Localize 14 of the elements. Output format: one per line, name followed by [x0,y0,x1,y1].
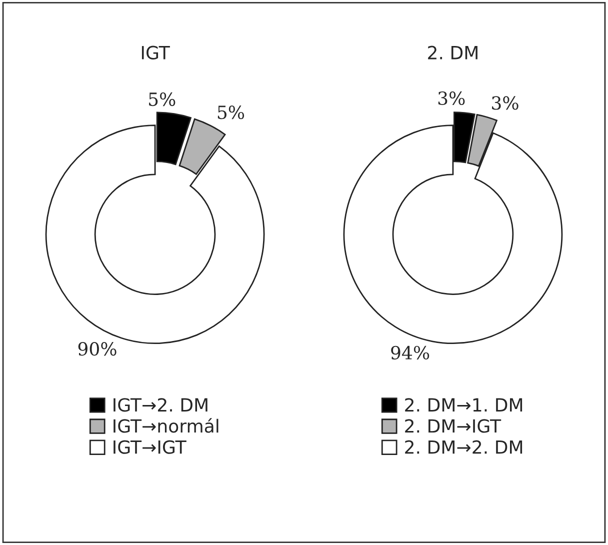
legend-label: 2. DM→1. DM [405,398,522,412]
legend-label: IGT→normál [114,418,218,433]
legend-label: 2. DM→IGT [405,419,502,433]
data-label: 5% [149,92,176,106]
legend-label: IGT→2. DM [114,398,208,412]
data-label: 94% [391,346,430,360]
chart-title: 2. DM [428,46,478,60]
data-label: 3% [438,91,465,106]
data-label: 3% [492,96,518,110]
legend-label: IGT→IGT [114,440,186,454]
legend-label: 2. DM→2. DM [405,440,522,454]
data-label: 90% [78,342,116,356]
data-label: 5% [218,106,244,120]
chart-title: IGT [142,46,170,60]
